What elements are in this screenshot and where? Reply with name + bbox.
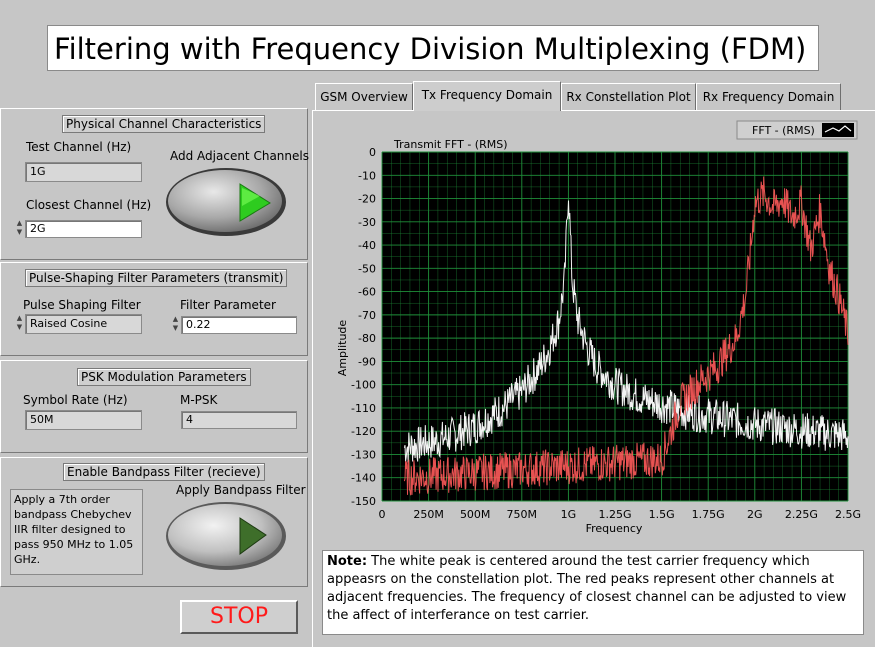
pulse-shaping-title: Pulse-Shaping Filter Parameters (transmi…	[25, 269, 288, 287]
pulse-filter-select[interactable]: Raised Cosine	[25, 314, 142, 334]
x-axis-label: Frequency	[586, 522, 643, 535]
stop-button[interactable]: STOP	[180, 600, 298, 634]
tab-tx-frequency-domain[interactable]: Tx Frequency Domain	[413, 81, 561, 111]
filter-parameter-spinner[interactable]: ▲ ▼	[172, 315, 179, 332]
y-tick-label: -130	[351, 448, 376, 461]
tab-rx-frequency-domain[interactable]: Rx Frequency Domain	[696, 83, 841, 110]
chart-legend: FFT - (RMS)	[736, 120, 858, 140]
closest-channel-label: Closest Channel (Hz)	[26, 198, 152, 212]
fft-chart: FFT - (RMS) Transmit FFT - (RMS) Amplitu…	[322, 118, 864, 546]
filter-parameter-label: Filter Parameter	[180, 298, 276, 312]
series-line-0	[403, 200, 849, 463]
x-tick-label: 2.5G	[835, 508, 861, 521]
filter-parameter-input[interactable]: 0.22	[181, 316, 297, 334]
test-channel-label: Test Channel (Hz)	[26, 140, 132, 154]
x-tick-label: 500M	[460, 508, 491, 521]
pulse-filter-label: Pulse Shaping Filter	[23, 298, 141, 312]
x-tick-label: 0	[379, 508, 386, 521]
x-tick-label: 1.25G	[598, 508, 631, 521]
y-tick-label: -120	[351, 425, 376, 438]
bandpass-title: Enable Bandpass Filter (recieve)	[63, 463, 265, 481]
y-tick-label: -140	[351, 472, 376, 485]
x-tick-label: 750M	[507, 508, 538, 521]
x-tick-label: 250M	[413, 508, 444, 521]
adjacent-channels-toggle[interactable]	[164, 166, 290, 238]
tab-rx-constellation-plot[interactable]: Rx Constellation Plot	[561, 83, 696, 110]
y-tick-label: -50	[358, 262, 376, 275]
y-tick-label: -40	[358, 239, 376, 252]
note-bold: Note:	[327, 554, 368, 569]
note-text: The white peak is centered around the te…	[327, 554, 847, 623]
test-channel-indicator: 1G	[25, 162, 142, 182]
mpsk-indicator: 4	[181, 411, 297, 429]
y-tick-label: -150	[351, 495, 376, 508]
legend-label: FFT - (RMS)	[752, 124, 815, 137]
y-tick-label: -20	[358, 193, 376, 206]
legend-line-icon	[824, 125, 852, 133]
tab-panel	[312, 110, 875, 647]
apply-bandpass-label: Apply Bandpass Filter	[176, 483, 306, 497]
chart-series	[403, 176, 849, 496]
x-tick-label: 1.5G	[649, 508, 675, 521]
x-tick-label: 1.75G	[692, 508, 725, 521]
pulse-filter-spinner[interactable]: ▲ ▼	[16, 314, 23, 331]
y-tick-label: -10	[358, 169, 376, 182]
y-axis-label: Amplitude	[336, 320, 349, 377]
x-tick-label: 2G	[747, 508, 763, 521]
app-title: Filtering with Frequency Division Multip…	[47, 25, 819, 71]
closest-channel-spinner[interactable]: ▲ ▼	[16, 219, 23, 236]
y-tick-label: -100	[351, 379, 376, 392]
y-tick-label: -30	[358, 216, 376, 229]
mpsk-label: M-PSK	[180, 393, 218, 407]
tab-gsm-overview[interactable]: GSM Overview	[315, 83, 413, 110]
x-tick-label: 1G	[561, 508, 577, 521]
physical-channel-title: Physical Channel Characteristics	[62, 115, 266, 133]
psk-title: PSK Modulation Parameters	[77, 368, 251, 386]
chart-ticks: 0 250M 500M 750M 1G 1.25G 1.5G 1.75G 2G 2.25G 2.5G…	[351, 146, 861, 521]
adjacent-channels-label: Add Adjacent Channels	[170, 149, 309, 163]
bandpass-description: Apply a 7th order bandpass Chebychev IIR…	[10, 489, 143, 575]
symbol-rate-indicator: 50M	[25, 410, 142, 430]
symbol-rate-label: Symbol Rate (Hz)	[23, 393, 128, 407]
series-line-1	[403, 176, 849, 496]
y-tick-label: -110	[351, 402, 376, 415]
x-tick-label: 2.25G	[785, 508, 818, 521]
note-box: Note: The white peak is centered around …	[322, 550, 864, 635]
y-tick-label: -90	[358, 355, 376, 368]
apply-bandpass-toggle[interactable]	[164, 500, 290, 572]
y-tick-label: -70	[358, 309, 376, 322]
chart-title: Transmit FFT - (RMS)	[393, 138, 508, 151]
y-tick-label: -80	[358, 332, 376, 345]
y-tick-label: 0	[369, 146, 376, 159]
y-tick-label: -60	[358, 286, 376, 299]
closest-channel-input[interactable]: 2G	[25, 220, 142, 238]
